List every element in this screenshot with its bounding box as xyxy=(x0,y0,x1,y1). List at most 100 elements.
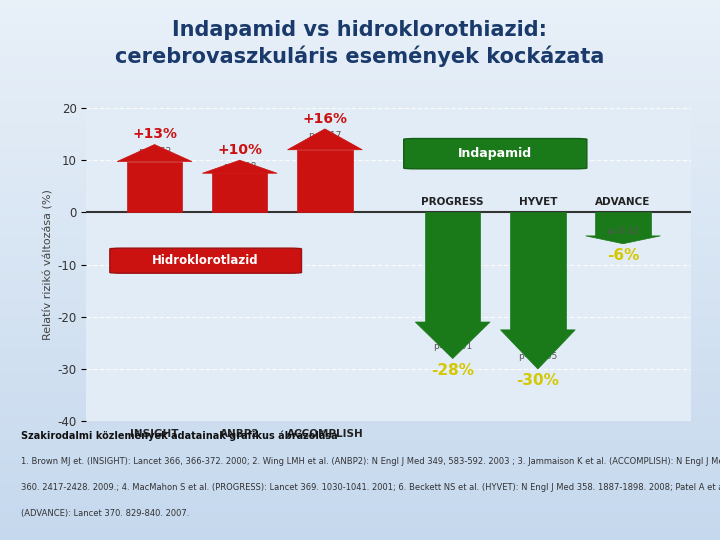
Bar xyxy=(0,122,720,124)
Bar xyxy=(0,16,720,19)
Bar xyxy=(0,184,720,186)
Bar xyxy=(0,491,720,494)
Text: p=0.42: p=0.42 xyxy=(606,227,639,236)
Polygon shape xyxy=(415,322,490,359)
Bar xyxy=(0,321,720,324)
Bar xyxy=(0,516,720,518)
Polygon shape xyxy=(287,129,362,150)
Text: 360. 2417-2428. 2009.; 4. MacMahon S et al. (PROGRESS): Lancet 369. 1030-1041. 2: 360. 2417-2428. 2009.; 4. MacMahon S et … xyxy=(22,483,720,492)
Text: ACCOMPLISH: ACCOMPLISH xyxy=(287,429,364,439)
Bar xyxy=(0,408,720,410)
Bar xyxy=(0,5,720,8)
Bar xyxy=(510,212,565,330)
Bar xyxy=(0,310,720,313)
Text: ADVANCE: ADVANCE xyxy=(595,197,651,207)
Y-axis label: Relatív rizikó változása (%): Relatív rizikó változása (%) xyxy=(43,189,53,340)
Bar xyxy=(0,194,720,197)
Text: Szakirodalmi közlemények adatainak grafikus ábrázolása: Szakirodalmi közlemények adatainak grafi… xyxy=(22,430,338,441)
Bar xyxy=(0,273,720,275)
Bar xyxy=(0,49,720,51)
Bar xyxy=(0,389,720,392)
Text: p=0.98: p=0.98 xyxy=(223,163,256,171)
Bar xyxy=(0,435,720,437)
Bar xyxy=(0,92,720,94)
Bar xyxy=(0,57,720,59)
Bar xyxy=(0,103,720,105)
Bar xyxy=(127,161,182,212)
Bar xyxy=(0,78,720,81)
Bar xyxy=(0,427,720,429)
Bar xyxy=(0,397,720,400)
Bar xyxy=(0,230,720,232)
Bar xyxy=(0,348,720,351)
Bar xyxy=(0,100,720,103)
Bar xyxy=(0,400,720,402)
Bar xyxy=(0,43,720,46)
Text: INSIGHT: INSIGHT xyxy=(130,429,179,439)
Bar xyxy=(0,232,720,235)
Bar xyxy=(0,302,720,305)
Bar xyxy=(0,429,720,432)
Bar xyxy=(0,124,720,127)
Bar xyxy=(0,354,720,356)
Bar xyxy=(0,289,720,292)
Bar xyxy=(0,300,720,302)
Bar xyxy=(0,497,720,500)
Bar xyxy=(0,108,720,111)
Bar xyxy=(0,211,720,213)
Bar xyxy=(0,148,720,151)
Bar xyxy=(595,212,651,236)
Bar xyxy=(0,208,720,211)
Bar xyxy=(0,3,720,5)
Bar xyxy=(0,343,720,346)
Bar xyxy=(0,213,720,216)
Bar xyxy=(0,316,720,319)
Bar xyxy=(0,456,720,459)
Bar xyxy=(0,305,720,308)
Bar xyxy=(0,0,720,3)
Bar xyxy=(0,521,720,524)
FancyBboxPatch shape xyxy=(404,139,587,169)
Bar xyxy=(0,151,720,154)
Bar xyxy=(0,524,720,526)
Bar xyxy=(0,259,720,262)
Text: +13%: +13% xyxy=(132,127,177,141)
Bar xyxy=(0,443,720,445)
Bar xyxy=(0,319,720,321)
Polygon shape xyxy=(585,236,660,244)
Bar xyxy=(0,313,720,316)
Text: (ADVANCE): Lancet 370. 829-840. 2007.: (ADVANCE): Lancet 370. 829-840. 2007. xyxy=(22,509,189,518)
Bar xyxy=(0,132,720,135)
Bar xyxy=(0,340,720,343)
Bar xyxy=(0,221,720,224)
Bar xyxy=(0,448,720,451)
Bar xyxy=(0,19,720,22)
Bar xyxy=(0,459,720,462)
Bar xyxy=(0,130,720,132)
Text: p=0.001: p=0.001 xyxy=(433,342,472,351)
Text: Indapamid vs hidroklorothiazid:: Indapamid vs hidroklorothiazid: xyxy=(173,19,547,40)
Bar xyxy=(0,359,720,362)
Text: +10%: +10% xyxy=(217,143,262,157)
Bar xyxy=(0,472,720,475)
Bar xyxy=(0,189,720,192)
Bar xyxy=(0,346,720,348)
Bar xyxy=(0,24,720,27)
Bar xyxy=(0,65,720,68)
Bar xyxy=(0,437,720,440)
Bar xyxy=(0,402,720,405)
Bar xyxy=(0,135,720,138)
Bar xyxy=(0,54,720,57)
Bar xyxy=(0,483,720,486)
Bar xyxy=(0,386,720,389)
Bar xyxy=(0,446,720,448)
Bar xyxy=(0,97,720,100)
Bar xyxy=(0,297,720,300)
Bar xyxy=(0,502,720,505)
Bar xyxy=(0,286,720,289)
Text: Indapamid: Indapamid xyxy=(458,147,532,160)
Bar xyxy=(0,418,720,421)
Text: ANBP2: ANBP2 xyxy=(220,429,259,439)
Bar xyxy=(0,62,720,65)
Bar xyxy=(0,224,720,227)
